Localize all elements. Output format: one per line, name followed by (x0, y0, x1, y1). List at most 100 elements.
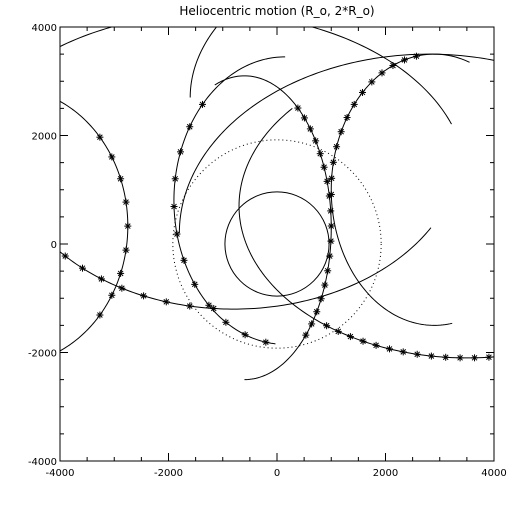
asterisk-marker (180, 256, 188, 264)
asterisk-marker (198, 100, 206, 108)
asterisk-marker (333, 143, 341, 151)
asterisk-stroke (486, 354, 492, 361)
asterisk-stroke (14, 194, 19, 199)
asterisk-stroke (34, 226, 39, 231)
asterisk-stroke (177, 149, 184, 155)
inner-orbit-circle (224, 191, 330, 297)
asterisk-stroke (263, 339, 269, 346)
asterisk-marker (442, 353, 450, 361)
asterisk-stroke (368, 79, 375, 85)
asterisk-marker (124, 222, 132, 230)
chart-title: Heliocentric motion (R_o, 2*R_o) (179, 4, 374, 18)
asterisk-marker (368, 78, 376, 86)
asterisk-stroke (79, 265, 86, 271)
asterisk-marker (306, 125, 314, 133)
trajectory-line (60, 227, 432, 310)
asterisk-stroke (23, 210, 28, 215)
axis-ticks (59, 26, 495, 462)
asterisk-marker (400, 56, 408, 64)
asterisk-marker (308, 320, 316, 328)
asterisk-marker (500, 352, 507, 359)
asterisk-marker (412, 52, 420, 60)
asterisk-stroke (303, 332, 309, 338)
asterisk-marker (327, 190, 335, 198)
plot-frame (59, 26, 495, 462)
asterisk-marker (302, 331, 310, 339)
asterisk-stroke (335, 328, 342, 335)
asterisk-marker (320, 163, 328, 171)
asterisk-stroke (123, 199, 129, 205)
asterisk-stroke (344, 114, 350, 121)
asterisk-stroke (313, 308, 320, 315)
asterisk-marker (170, 203, 178, 211)
asterisk-marker (171, 175, 179, 183)
asterisk-stroke (223, 319, 229, 326)
asterisk-stroke (401, 57, 408, 63)
y-tick-label: 2000 (32, 132, 57, 143)
asterisk-marker (372, 341, 380, 349)
outer-orbit-circle (172, 139, 382, 349)
asterisk-marker (262, 338, 270, 346)
asterisk-stroke (14, 194, 19, 199)
asterisk-stroke (442, 354, 449, 361)
asterisk-stroke (338, 128, 344, 135)
asterisk-stroke (428, 353, 435, 359)
asterisk-stroke (62, 253, 69, 259)
asterisk-marker (108, 291, 116, 299)
asterisk-marker (186, 123, 194, 131)
asterisk-marker (222, 318, 230, 326)
asterisk-stroke (347, 333, 354, 340)
asterisk-marker (300, 114, 308, 122)
asterisk-stroke (330, 159, 337, 166)
asterisk-stroke (328, 175, 335, 182)
asterisk-marker (456, 354, 464, 362)
asterisk-marker (343, 114, 351, 122)
trajectory-line (238, 108, 494, 359)
asterisk-stroke (108, 292, 115, 299)
asterisk-stroke (117, 175, 124, 182)
asterisk-marker (33, 225, 40, 232)
x-tick-label: -4000 (45, 468, 74, 479)
asterisk-marker (173, 230, 181, 238)
asterisk-stroke (119, 285, 125, 292)
trajectory-line (214, 75, 332, 381)
asterisk-stroke (328, 191, 335, 198)
asterisk-stroke (373, 342, 379, 349)
asterisk-marker (96, 311, 104, 319)
x-tick-label: 4000 (481, 468, 506, 479)
asterisk-stroke (386, 346, 393, 352)
asterisk-stroke (501, 354, 506, 359)
asterisk-marker (378, 69, 386, 77)
x-tick-label: -2000 (154, 468, 183, 479)
y-tick-label: 0 (51, 240, 57, 251)
asterisk-stroke (308, 321, 315, 327)
y-tick-label: -2000 (28, 349, 57, 360)
asterisk-marker (337, 128, 345, 136)
asterisk-stroke (326, 253, 333, 259)
asterisk-marker (241, 331, 249, 339)
asterisk-stroke (333, 143, 340, 150)
asterisk-marker (13, 193, 20, 200)
asterisk-marker (117, 269, 125, 277)
asterisk-stroke (117, 270, 124, 277)
asterisk-stroke (400, 349, 407, 355)
asterisk-marker (386, 345, 393, 353)
asterisk-stroke (163, 299, 170, 305)
trajectory-line (178, 53, 494, 234)
asterisk-marker (210, 304, 218, 312)
y-tick-label: 4000 (32, 23, 57, 34)
asterisk-stroke (312, 138, 319, 144)
asterisk-marker (359, 88, 367, 96)
asterisk-stroke (140, 293, 147, 299)
asterisk-stroke (171, 203, 177, 210)
asterisk-marker (162, 298, 170, 306)
asterisk-marker (485, 353, 493, 361)
asterisk-marker (427, 352, 435, 360)
asterisk-marker (324, 267, 332, 275)
asterisk-stroke (414, 351, 421, 358)
asterisk-stroke (242, 331, 248, 338)
asterisk-stroke (123, 247, 129, 253)
asterisk-marker (313, 308, 321, 316)
asterisk-marker (78, 264, 86, 272)
